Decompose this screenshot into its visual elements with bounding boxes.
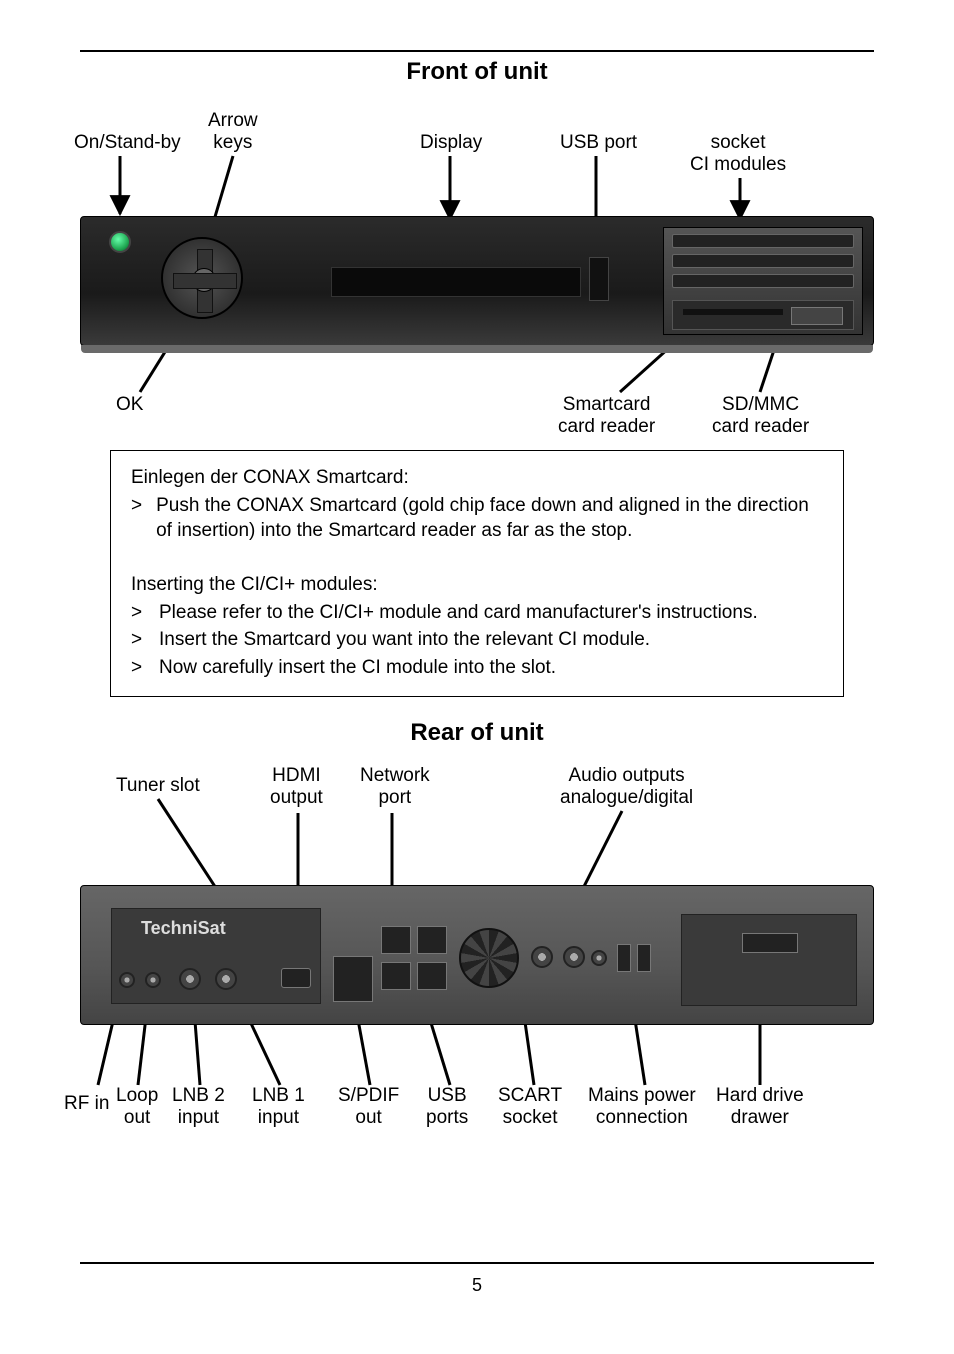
lbl-hdd: Hard drive drawer (716, 1085, 804, 1129)
lbl-mains: Mains power connection (588, 1085, 696, 1129)
lbl-spdif: S/PDIF out (338, 1085, 399, 1129)
dpad-art (161, 237, 243, 319)
brand-text: TechniSat (141, 918, 226, 939)
power-button-art (109, 231, 131, 253)
ci-step-3: Now carefully insert the CI module into … (159, 655, 556, 681)
lbl-scart: SCART socket (498, 1085, 562, 1129)
front-diagram: On/Stand-by Arrow keys Display USB port … (80, 104, 874, 434)
lbl-tuner: Tuner slot (116, 775, 200, 797)
page-number: 5 (80, 1275, 874, 1296)
lbl-sdmmc: SD/MMC card reader (712, 394, 809, 438)
front-title: Front of unit (80, 58, 874, 86)
lbl-hdmi: HDMI output (270, 765, 323, 809)
lbl-ci-socket: socket CI modules (690, 132, 786, 176)
instruction-box: Einlegen der CONAX Smartcard: >Push the … (110, 450, 844, 697)
lbl-usb-rear: USB ports (426, 1085, 468, 1129)
lbl-arrow-keys: Arrow keys (208, 110, 258, 154)
ci-title: Inserting the CI/CI+ modules: (131, 572, 823, 598)
rear-diagram: Tuner slot HDMI output Network port Audi… (80, 765, 874, 1135)
lbl-lnb1: LNB 1 input (252, 1085, 305, 1129)
lbl-usb: USB port (560, 132, 637, 154)
lbl-on-standby: On/Stand-by (74, 132, 181, 154)
lbl-loopout: Loop out (116, 1085, 158, 1129)
lbl-lnb2: LNB 2 input (172, 1085, 225, 1129)
rear-title: Rear of unit (80, 719, 874, 747)
lbl-audio: Audio outputs analogue/digital (560, 765, 693, 809)
lbl-network: Network port (360, 765, 430, 809)
ci-bay-art (663, 227, 863, 335)
device-front-illustration (80, 216, 874, 346)
conax-step-1: Push the CONAX Smartcard (gold chip face… (156, 493, 823, 544)
lbl-ok: OK (116, 394, 143, 416)
conax-title: Einlegen der CONAX Smartcard: (131, 465, 823, 491)
ci-step-1: Please refer to the CI/CI+ module and ca… (159, 600, 758, 626)
dpad-ok-art (192, 268, 216, 292)
device-rear-illustration: TechniSat (80, 885, 874, 1025)
usb-front-art (589, 257, 609, 301)
lbl-rfin: RF in (64, 1093, 109, 1115)
lbl-smartcard: Smartcard card reader (558, 394, 655, 438)
ci-step-2: Insert the Smartcard you want into the r… (159, 627, 650, 653)
lbl-display: Display (420, 132, 482, 154)
display-art (331, 267, 581, 297)
